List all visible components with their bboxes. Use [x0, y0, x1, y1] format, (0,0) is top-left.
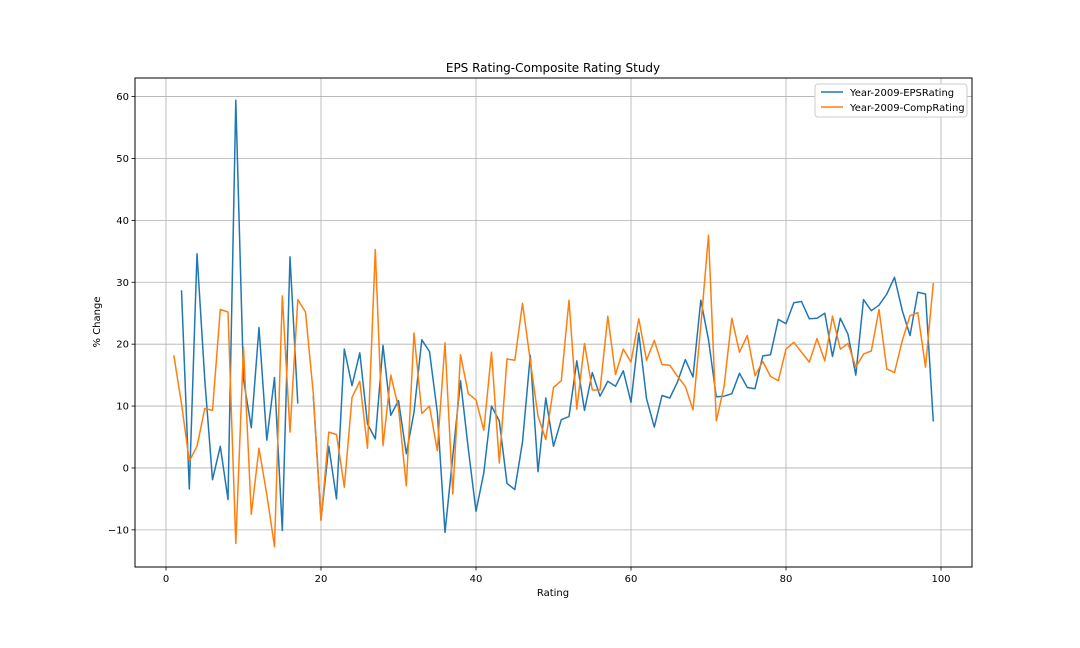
- x-tick-label: 100: [931, 574, 950, 585]
- plot-area-frame: [134, 77, 973, 568]
- y-tick-label: 20: [116, 340, 129, 351]
- legend-label-comp: Year-2009-CompRating: [849, 103, 965, 114]
- chart-title: EPS Rating-Composite Rating Study: [446, 61, 660, 75]
- y-tick-label: 0: [123, 463, 129, 474]
- y-axis-title: % Change: [92, 297, 103, 348]
- x-tick-label: 80: [780, 574, 793, 585]
- y-tick-label: 30: [116, 278, 129, 289]
- x-tick-label: 20: [315, 574, 328, 585]
- legend-label-eps: Year-2009-EPSRating: [849, 88, 954, 99]
- x-tick-label: 60: [625, 574, 638, 585]
- series-lines: [173, 99, 935, 548]
- x-tick-label: 0: [163, 574, 169, 585]
- y-tick-label: −10: [108, 525, 129, 536]
- x-tick-label: 40: [470, 574, 483, 585]
- legend: Year-2009-EPSRating Year-2009-CompRating: [814, 83, 968, 118]
- y-tick-label: 40: [116, 216, 129, 227]
- axis-ticks: 0 20 40 60 80 100 −10 0 10 20 30 40 50 60: [108, 92, 951, 585]
- y-tick-label: 10: [116, 402, 129, 413]
- y-tick-label: 60: [116, 92, 129, 103]
- grid: [135, 78, 972, 567]
- y-tick-label: 50: [116, 154, 129, 165]
- series-line-eps: [180, 99, 935, 534]
- x-axis-title: Rating: [537, 588, 569, 599]
- legend-frame: [814, 83, 968, 118]
- series-line-comp: [173, 234, 935, 548]
